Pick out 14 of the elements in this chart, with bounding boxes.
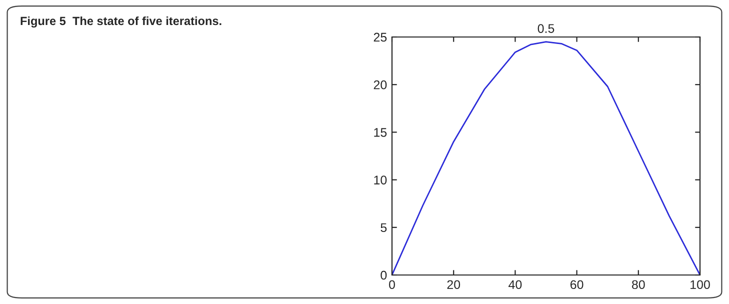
y-tick-label: 0	[380, 270, 387, 280]
x-tick-label: 0	[389, 280, 395, 290]
x-tick-label: 60	[570, 280, 584, 290]
y-tick-label: 15	[374, 128, 387, 137]
chart-title: 0.5	[538, 24, 554, 33]
x-tick-label: 20	[447, 280, 460, 290]
y-tick-label: 5	[380, 223, 387, 232]
y-tick-label: 10	[374, 176, 387, 184]
y-tick-label: 25	[374, 32, 387, 42]
caption: Figure 5 The state of five iterations.	[20, 16, 222, 28]
x-tick-label: 80	[632, 280, 645, 290]
x-tick-label: 100	[690, 280, 710, 290]
x-tick-label: 40	[508, 280, 522, 290]
y-tick-label: 20	[374, 80, 387, 90]
